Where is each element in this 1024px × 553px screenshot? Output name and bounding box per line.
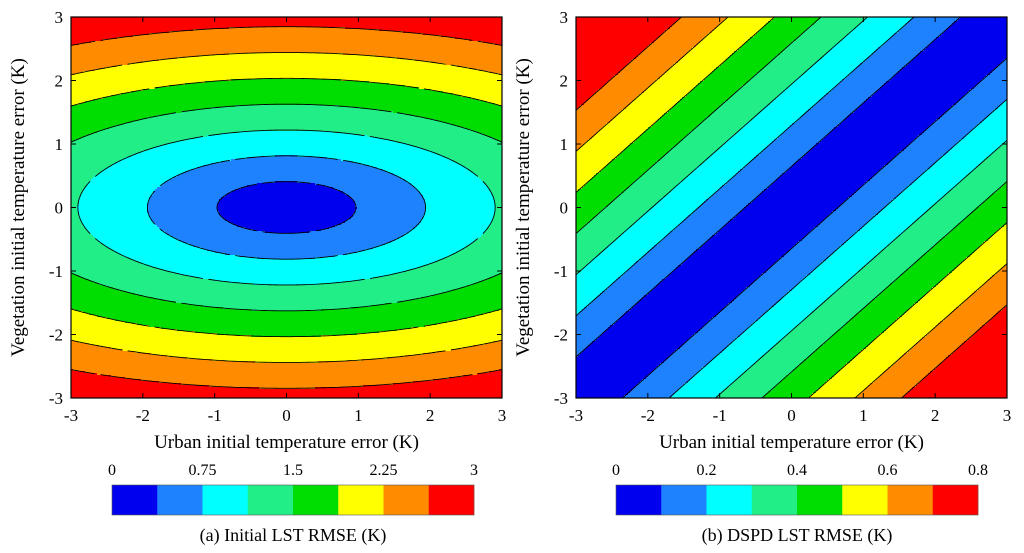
x-tick-label: -3 xyxy=(569,406,583,425)
chart-title: (b) DSPD LST RMSE (K) xyxy=(702,525,893,546)
colorbar-swatch xyxy=(752,485,798,515)
chart-title: (a) Initial LST RMSE (K) xyxy=(200,525,387,546)
chart-a: -3 -2 -1 0 1 2 3 -3 -2 -1 0 1 2 3 Urban initial temper… xyxy=(8,8,506,546)
x-tick-label: -1 xyxy=(713,406,727,425)
y-tick-label: 1 xyxy=(560,135,569,154)
y-tick-label: 3 xyxy=(560,8,569,27)
x-tick-label: 0 xyxy=(282,406,291,425)
colorbar-swatch xyxy=(429,485,475,515)
y-axis-label: Vegetation initial temperature error (K) xyxy=(513,58,534,357)
colorbar-tick-label: 0.2 xyxy=(697,462,717,479)
colorbar-swatch xyxy=(707,485,753,515)
x-tick-label: -3 xyxy=(64,406,78,425)
colorbar-tick-label: 0.4 xyxy=(787,462,807,479)
x-tick-label: 1 xyxy=(354,406,363,425)
x-axis-label: Urban initial temperature error (K) xyxy=(659,432,924,453)
colorbar-tick-label: 0 xyxy=(612,462,620,479)
chart-b: -3 -2 -1 0 1 2 3 -3 -2 -1 0 1 2 3 Urban initial temper… xyxy=(513,8,1011,546)
colorbar-tick-label: 0.8 xyxy=(968,462,988,479)
y-tick-label: 3 xyxy=(55,8,64,27)
y-tick-label: -3 xyxy=(49,389,63,408)
colorbar-tick-label: 0.75 xyxy=(189,462,217,479)
colorbar-swatch xyxy=(661,485,707,515)
colorbar-swatch xyxy=(203,485,249,515)
colorbar-swatch xyxy=(338,485,384,515)
colorbar-swatch xyxy=(842,485,888,515)
colorbar-swatch xyxy=(797,485,843,515)
y-tick-label: -2 xyxy=(554,326,568,345)
x-axis-label: Urban initial temperature error (K) xyxy=(154,432,419,453)
colorbar-swatch xyxy=(888,485,934,515)
y-tick-label: 0 xyxy=(560,199,569,218)
x-tick-label: 3 xyxy=(1003,406,1012,425)
colorbar-swatch xyxy=(384,485,430,515)
x-tick-label: 3 xyxy=(498,406,507,425)
colorbar-swatch xyxy=(616,485,662,515)
y-tick-label: -2 xyxy=(49,326,63,345)
contour-fill xyxy=(71,17,503,399)
colorbar-tick-label: 0.6 xyxy=(878,462,898,479)
contour-fill xyxy=(576,17,1008,399)
colorbar-swatch xyxy=(248,485,294,515)
x-tick-label: -2 xyxy=(641,406,655,425)
colorbar-swatch xyxy=(293,485,339,515)
y-tick-label: 0 xyxy=(55,199,64,218)
x-tick-label: 2 xyxy=(931,406,940,425)
y-tick-label: -3 xyxy=(554,389,568,408)
y-tick-label: -1 xyxy=(554,262,568,281)
y-tick-label: 2 xyxy=(55,72,64,91)
y-tick-label: 2 xyxy=(560,72,569,91)
colorbar-tick-label: 1.5 xyxy=(283,462,303,479)
colorbar-tick-label: 0 xyxy=(108,462,116,479)
y-tick-label: 1 xyxy=(55,135,64,154)
y-tick-label: -1 xyxy=(49,262,63,281)
colorbar-tick-label: 3 xyxy=(470,462,478,479)
colorbar-swatch xyxy=(112,485,158,515)
x-tick-label: 2 xyxy=(426,406,435,425)
x-tick-label: 0 xyxy=(787,406,796,425)
colorbar-swatch xyxy=(157,485,203,515)
y-axis-label: Vegetation initial temperature error (K) xyxy=(8,58,29,357)
x-tick-label: -2 xyxy=(136,406,150,425)
colorbar-tick-label: 2.25 xyxy=(370,462,398,479)
x-tick-label: 1 xyxy=(859,406,868,425)
x-tick-label: -1 xyxy=(208,406,222,425)
colorbar-swatch xyxy=(933,485,979,515)
